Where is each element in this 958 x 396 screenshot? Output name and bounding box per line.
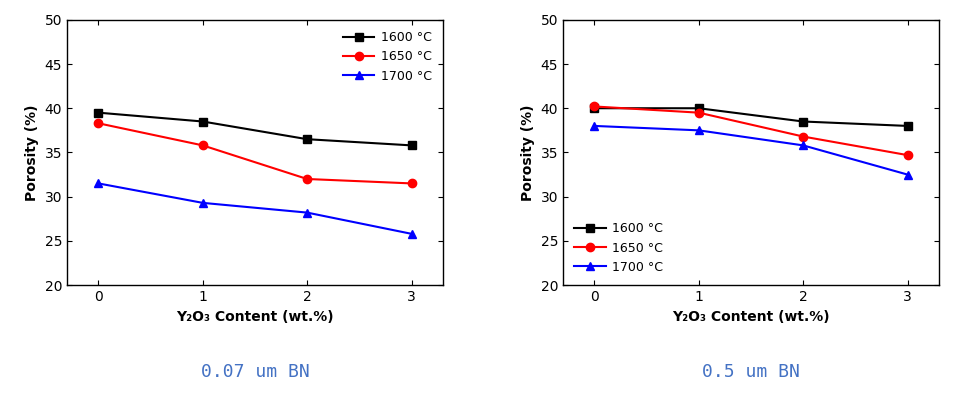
Y-axis label: Porosity (%): Porosity (%) [521, 104, 536, 201]
Line: 1600 °C: 1600 °C [590, 104, 912, 130]
1650 °C [302, 177, 313, 181]
1650 °C [197, 143, 209, 148]
Line: 1700 °C: 1700 °C [94, 179, 416, 238]
Line: 1650 °C: 1650 °C [590, 102, 912, 159]
1700 °C [588, 124, 600, 128]
1650 °C [901, 153, 913, 158]
1650 °C [797, 134, 809, 139]
1700 °C [693, 128, 704, 133]
1700 °C [797, 143, 809, 148]
Line: 1700 °C: 1700 °C [590, 122, 912, 179]
Text: 0.5 um BN: 0.5 um BN [702, 363, 800, 381]
1650 °C [93, 121, 104, 126]
1600 °C [901, 124, 913, 128]
Legend: 1600 °C, 1650 °C, 1700 °C: 1600 °C, 1650 °C, 1700 °C [569, 217, 668, 279]
Y-axis label: Porosity (%): Porosity (%) [25, 104, 39, 201]
1700 °C [302, 210, 313, 215]
X-axis label: Y₂O₃ Content (wt.%): Y₂O₃ Content (wt.%) [673, 310, 830, 324]
1600 °C [406, 143, 418, 148]
Legend: 1600 °C, 1650 °C, 1700 °C: 1600 °C, 1650 °C, 1700 °C [338, 26, 437, 88]
1700 °C [197, 200, 209, 205]
1600 °C [302, 137, 313, 142]
1700 °C [901, 172, 913, 177]
1600 °C [197, 119, 209, 124]
1700 °C [406, 231, 418, 236]
1650 °C [693, 110, 704, 115]
1600 °C [93, 110, 104, 115]
Line: 1600 °C: 1600 °C [94, 109, 416, 150]
1700 °C [93, 181, 104, 186]
1600 °C [797, 119, 809, 124]
Line: 1650 °C: 1650 °C [94, 119, 416, 188]
X-axis label: Y₂O₃ Content (wt.%): Y₂O₃ Content (wt.%) [176, 310, 333, 324]
1600 °C [693, 106, 704, 110]
1650 °C [406, 181, 418, 186]
Text: 0.07 um BN: 0.07 um BN [200, 363, 309, 381]
1650 °C [588, 104, 600, 109]
1600 °C [588, 106, 600, 110]
